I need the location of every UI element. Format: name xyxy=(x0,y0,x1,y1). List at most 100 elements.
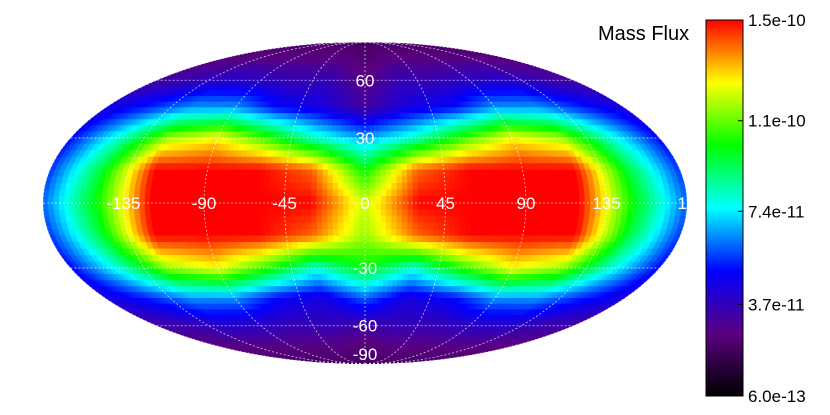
heatmap-cell xyxy=(455,182,462,191)
heatmap-cell xyxy=(176,202,183,210)
heatmap-cell xyxy=(552,196,559,204)
heatmap-cell xyxy=(290,229,298,237)
heatmap-cell xyxy=(348,189,355,197)
heatmap-cell xyxy=(332,215,339,224)
heatmap-cell xyxy=(139,209,147,217)
heatmap-cell xyxy=(567,189,575,197)
heatmap-cell xyxy=(333,156,340,164)
heatmap-cell xyxy=(369,176,376,184)
heatmap-cell xyxy=(332,189,339,197)
heatmap-cell xyxy=(412,182,419,191)
heatmap-cell xyxy=(568,196,575,204)
heatmap-cell xyxy=(353,215,360,224)
heatmap-cell xyxy=(455,196,462,204)
heatmap-cell xyxy=(333,235,340,243)
heatmap-cell xyxy=(332,229,340,237)
heatmap-cell xyxy=(476,182,483,191)
heatmap-cell xyxy=(504,202,511,210)
heatmap-cell xyxy=(498,202,505,210)
heatmap-cell xyxy=(368,101,374,108)
heatmap-cell xyxy=(343,196,350,204)
heatmap-cell xyxy=(279,169,287,177)
heatmap-cell xyxy=(583,189,591,197)
heatmap-cell xyxy=(369,169,376,177)
heatmap-cell xyxy=(364,248,371,256)
heatmap-cell xyxy=(346,113,352,120)
heatmap-cell xyxy=(390,229,398,237)
heatmap-cell xyxy=(416,235,424,243)
heatmap-cell xyxy=(373,101,379,108)
heatmap-cell xyxy=(340,267,347,275)
heatmap-cell xyxy=(373,113,380,120)
heatmap-cell xyxy=(443,169,451,177)
heatmap-cell xyxy=(444,215,451,224)
heatmap-cell xyxy=(268,182,275,191)
heatmap-cell xyxy=(394,143,401,151)
heatmap-cell xyxy=(313,150,320,158)
heatmap-cell xyxy=(535,189,543,197)
heatmap-cell xyxy=(379,137,386,145)
heatmap-cell xyxy=(370,215,377,224)
heatmap-cell xyxy=(412,176,419,184)
heatmap-cell xyxy=(498,189,505,197)
heatmap-cell xyxy=(300,182,307,191)
heatmap-cell xyxy=(193,215,201,224)
heatmap-cell xyxy=(284,176,292,184)
heatmap-cell xyxy=(284,182,291,191)
heatmap-cell xyxy=(455,215,462,224)
heatmap-cell xyxy=(246,209,253,217)
heatmap-cell xyxy=(369,229,376,237)
heatmap-cell xyxy=(405,156,413,164)
heatmap-cell xyxy=(547,196,554,204)
heatmap-cell xyxy=(439,182,446,191)
heatmap-cell xyxy=(332,169,340,177)
heatmap-cell xyxy=(422,222,430,230)
heatmap-cell xyxy=(670,196,677,204)
heatmap-cell xyxy=(385,229,392,237)
heatmap-cell xyxy=(306,229,313,237)
heatmap-cell xyxy=(465,176,472,184)
heatmap-cell xyxy=(353,209,360,217)
heatmap-cell xyxy=(579,196,586,204)
heatmap-cell xyxy=(335,131,342,139)
heatmap-cell xyxy=(364,169,371,177)
heatmap-cell xyxy=(359,119,366,126)
heatmap-cell xyxy=(321,202,328,210)
heatmap-cell xyxy=(416,156,423,164)
heatmap-cell xyxy=(378,119,385,126)
heatmap-cell xyxy=(509,209,516,217)
heatmap-cell xyxy=(364,156,371,164)
heatmap-cell xyxy=(246,202,253,210)
heatmap-cell xyxy=(345,267,351,275)
heatmap-cell xyxy=(247,176,255,184)
heatmap-cell xyxy=(214,182,222,191)
heatmap-cell xyxy=(375,163,382,171)
heatmap-cell xyxy=(316,182,323,191)
heatmap-cell xyxy=(225,182,233,191)
heatmap-cell xyxy=(241,209,248,217)
heatmap-cell xyxy=(557,202,564,210)
heatmap-cell xyxy=(150,209,157,217)
heatmap-cell xyxy=(301,235,309,243)
heatmap-cell xyxy=(390,242,397,250)
heatmap-cell xyxy=(349,248,356,256)
heatmap-cell xyxy=(332,222,339,230)
heatmap-cell xyxy=(622,196,629,204)
heatmap-cell xyxy=(291,163,298,171)
heatmap-cell xyxy=(482,209,489,217)
heatmap-cell xyxy=(487,189,495,197)
heatmap-cell xyxy=(391,196,398,204)
heatmap-cell xyxy=(406,169,413,177)
heatmap-cell xyxy=(513,182,521,191)
heatmap-cell xyxy=(562,209,570,217)
heatmap-cell xyxy=(316,222,323,230)
heatmap-cell xyxy=(290,222,297,230)
heatmap-cell xyxy=(396,229,403,237)
heatmap-cell xyxy=(418,196,425,204)
heatmap-cell xyxy=(364,242,371,250)
heatmap-cell xyxy=(43,202,49,210)
heatmap-cell xyxy=(295,222,302,230)
heatmap-cell xyxy=(401,182,409,191)
heatmap-cell xyxy=(339,261,346,269)
heatmap-cell xyxy=(48,196,55,204)
